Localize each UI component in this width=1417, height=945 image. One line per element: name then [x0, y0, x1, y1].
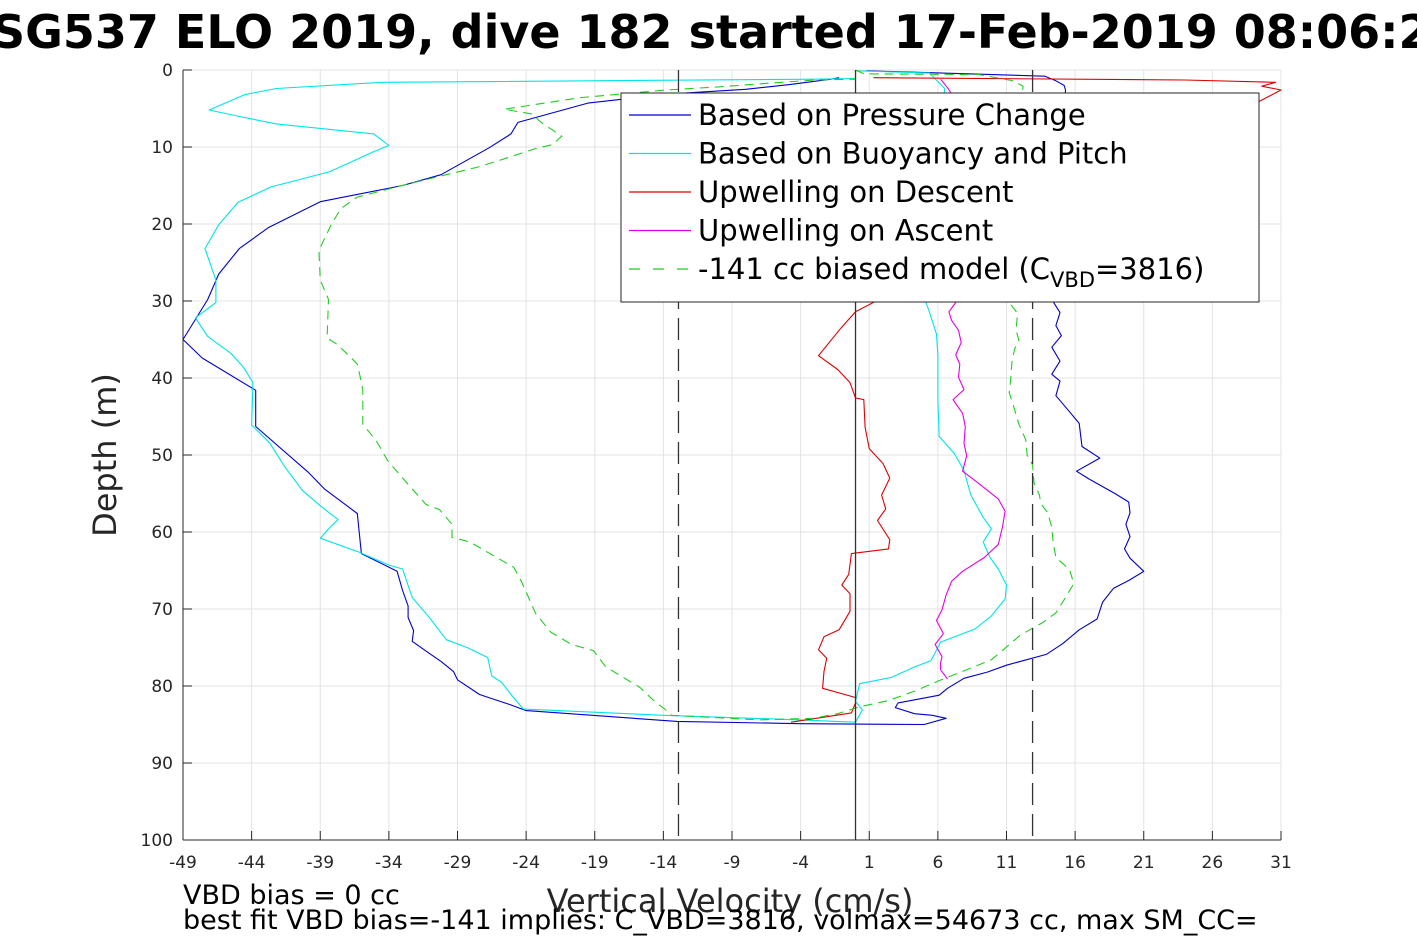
x-tick-label-5: -24: [512, 853, 540, 873]
legend-box: [620, 92, 1260, 303]
footer-best-fit: best fit VBD bias=-141 implies: C_VBD=38…: [183, 905, 1258, 936]
x-tick-label-14: 21: [1133, 853, 1155, 873]
x-tick-label-10: 1: [864, 853, 875, 873]
y-tick-label-9: 90: [151, 754, 173, 774]
series-line-1: [194, 70, 1008, 723]
legend-label-1: Based on Buoyancy and Pitch: [698, 137, 1128, 171]
x-tick-label-6: -19: [581, 853, 609, 873]
legend-label-2: Upwelling on Descent: [698, 175, 1014, 209]
x-tick-label-1: -44: [238, 853, 266, 873]
x-tick-label-12: 11: [996, 853, 1018, 873]
series-line-2: [790, 77, 1282, 723]
x-tick-label-0: -49: [169, 853, 197, 873]
tick-labels: -49 -44 -39 -34 -29 -24 -19 -14 -9 -4 1 6 11 16 21 26 31…: [141, 61, 1292, 873]
legend-label-4: -141 cc biased model (CVBD=3816): [698, 252, 1204, 292]
legend-label-3: Upwelling on Ascent: [698, 214, 993, 248]
y-tick-label-6: 60: [151, 523, 173, 543]
x-tick-label-2: -39: [306, 853, 334, 873]
footer-vbd-bias: VBD bias = 0 cc: [183, 880, 400, 911]
x-axis-label: Vertical Velocity (cm/s): [547, 882, 914, 920]
y-tick-label-1: 10: [151, 138, 173, 158]
x-tick-label-16: 31: [1270, 853, 1292, 873]
y-tick-label-2: 20: [151, 215, 173, 235]
y-tick-label-5: 50: [151, 446, 173, 466]
y-tick-label-3: 30: [151, 292, 173, 312]
y-axis-label: Depth (m): [86, 373, 124, 537]
legend-label-0: Based on Pressure Change: [698, 98, 1086, 132]
chart-title: SG537 ELO 2019, dive 182 started 17-Feb-…: [0, 5, 1417, 59]
x-tick-label-7: -14: [649, 853, 677, 873]
x-tick-label-15: 26: [1202, 853, 1224, 873]
x-tick-label-9: -4: [792, 853, 809, 873]
x-tick-label-11: 6: [932, 853, 943, 873]
y-tick-label-8: 80: [151, 677, 173, 697]
x-tick-label-4: -29: [444, 853, 472, 873]
y-tick-label-4: 40: [151, 369, 173, 389]
series-line-0: [182, 70, 1145, 726]
y-tick-label-10: 100: [141, 831, 173, 851]
data-series: [182, 69, 1282, 726]
series-line-4: [318, 69, 1075, 721]
x-tick-label-13: 16: [1064, 853, 1086, 873]
legend: Based on Pressure Change Based on Buoyanc…: [620, 92, 1260, 303]
x-tick-label-8: -9: [724, 853, 741, 873]
series-line-3: [934, 78, 1006, 680]
y-tick-label-0: 0: [162, 61, 173, 81]
x-tick-label-3: -34: [375, 853, 403, 873]
y-tick-label-7: 70: [151, 600, 173, 620]
